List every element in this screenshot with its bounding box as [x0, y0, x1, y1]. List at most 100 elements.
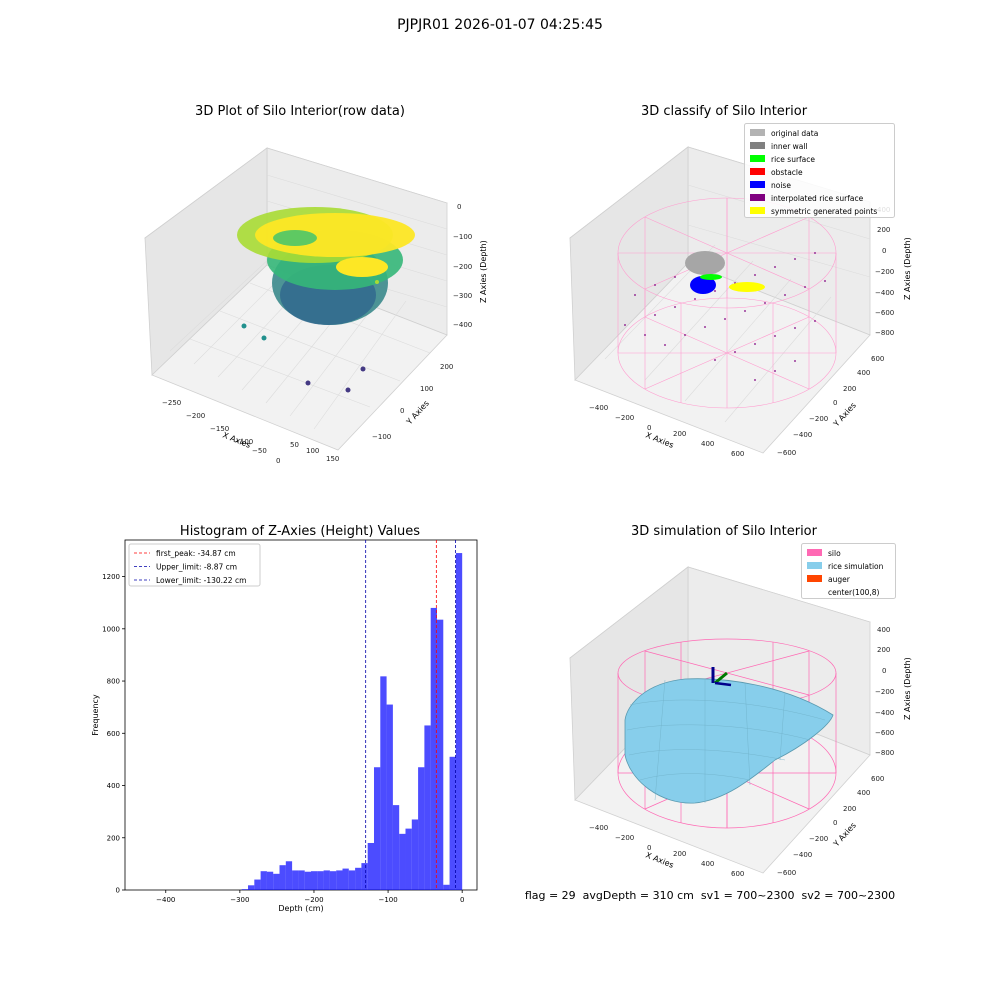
- histogram-bar: [348, 870, 356, 890]
- histogram-x-tick-label: −300: [230, 896, 249, 904]
- simulation-legend-label: silo: [828, 549, 841, 558]
- classify-x-tick: 200: [673, 430, 686, 438]
- simulation-x-tick-labels: −400 −200 0 200 400 600: [589, 824, 744, 878]
- histogram-bar: [285, 861, 293, 890]
- histogram-bar: [449, 756, 456, 890]
- histogram-bar: [342, 868, 349, 890]
- histogram-bar: [317, 871, 324, 890]
- simulation-x-tick: 200: [673, 850, 686, 858]
- simulation-legend-label: auger: [828, 575, 851, 584]
- histogram-legend: first_peak: -34.87 cm Upper_limit: -8.87 …: [128, 543, 261, 587]
- raw-3d-plot: −250 −200 −150 −100 −50 0 50 100 150 X A…: [144, 147, 488, 465]
- simulation-legend-label: center(100,8): [828, 588, 880, 597]
- simulation-rice-surface: [624, 678, 834, 804]
- classify-y-tick: 200: [843, 385, 856, 393]
- classify-legend-swatch: [750, 129, 765, 136]
- simulation-z-tick: 200: [877, 646, 890, 654]
- classify-z-tick: 200: [877, 226, 890, 234]
- raw-y-label: Y Axies: [404, 399, 431, 427]
- simulation-legend-swatch: [807, 575, 822, 582]
- classify-legend-swatch: [750, 207, 765, 214]
- raw-z-tick: 0: [457, 203, 461, 211]
- classify-legend-label: rice surface: [771, 155, 815, 164]
- histogram-bar: [436, 619, 444, 890]
- classify-y-tick: 0: [833, 399, 837, 407]
- histogram-bar: [367, 842, 374, 890]
- histogram-bar: [424, 725, 431, 890]
- classify-x-tick: 0: [647, 424, 651, 432]
- figure-suptitle: PJPJR01 2026-01-07 04:25:45: [397, 17, 603, 33]
- raw-y-tick: 0: [400, 407, 404, 415]
- raw-plot-title: 3D Plot of Silo Interior(row data): [195, 104, 405, 119]
- simulation-legend-swatch: [807, 549, 822, 556]
- raw-y-tick: −100: [372, 433, 391, 441]
- histogram-bar: [323, 870, 330, 890]
- classify-silo-wireframe: [617, 197, 837, 409]
- histogram-bar: [399, 833, 406, 890]
- classify-rice-surface-points: [700, 274, 722, 280]
- raw-x-tick: 150: [326, 455, 339, 463]
- histogram-bar: [254, 879, 261, 890]
- classify-y-tick: 600: [871, 355, 884, 363]
- histogram-y-tick-label: 1000: [102, 625, 120, 633]
- simulation-z-tick: 400: [877, 626, 890, 634]
- simulation-x-tick: −200: [615, 834, 634, 842]
- simulation-y-tick-labels: −600 −400 −200 0 200 400 600: [777, 775, 884, 877]
- simulation-y-tick: −600: [777, 869, 796, 877]
- histogram-x-tick-label: −100: [378, 896, 397, 904]
- histogram-bar: [386, 704, 393, 890]
- histogram-y-tick-label: 200: [107, 834, 120, 842]
- simulation-z-tick: −200: [875, 688, 894, 696]
- histogram-y-tick-label: 400: [107, 782, 120, 790]
- histogram-legend-label: Lower_limit: -130.22 cm: [156, 576, 246, 585]
- raw-z-tick-labels: 0 −100 −200 −300 −400: [453, 203, 472, 329]
- classify-legend-label: inner wall: [771, 142, 808, 151]
- classify-y-tick: 400: [857, 369, 870, 377]
- simulation-legend-swatch: [807, 562, 822, 569]
- classify-z-tick: −800: [875, 329, 894, 337]
- histogram-bar: [329, 871, 337, 890]
- simulation-z-tick: −600: [875, 729, 894, 737]
- classify-y-tick-labels: −600 −400 −200 0 200 400 600: [777, 355, 884, 457]
- classify-legend-label: interpolated rice surface: [771, 194, 864, 203]
- status-line: flag = 29 avgDepth = 310 cm sv1 = 700~23…: [524, 889, 896, 902]
- raw-y-tick: 100: [420, 385, 433, 393]
- histogram-bar: [455, 553, 463, 890]
- raw-x-tick: −150: [210, 425, 229, 433]
- classify-x-tick: 400: [701, 440, 714, 448]
- classify-y-tick: −200: [809, 415, 828, 423]
- simulation-x-tick: 600: [731, 870, 744, 878]
- raw-z-tick: −400: [453, 321, 472, 329]
- classify-x-label: X Axies: [644, 431, 675, 450]
- histogram-y-tick-label: 0: [116, 887, 120, 895]
- classify-y-tick: −400: [793, 431, 812, 439]
- histogram-chart: −400 −300 −200 −100 0 020040060080010001200 …: [91, 539, 478, 913]
- histogram-bar: [241, 889, 249, 890]
- simulation-y-tick: 600: [871, 775, 884, 783]
- classify-legend-swatch: [750, 168, 765, 175]
- classify-legend-label: original data: [771, 129, 818, 138]
- classify-noise-points: [690, 276, 716, 294]
- histogram-bar: [411, 819, 419, 890]
- histogram-bar: [292, 870, 299, 890]
- raw-y-tick-labels: −100 0 100 200: [372, 363, 453, 441]
- classify-inner-wall-points: [685, 251, 725, 275]
- raw-x-tick: −100: [234, 438, 253, 446]
- classify-plot-title: 3D classify of Silo Interior: [640, 104, 808, 119]
- raw-z-tick: −300: [453, 292, 472, 300]
- simulation-x-tick: 0: [647, 844, 651, 852]
- histogram-x-ticks: −400 −300 −200 −100 0: [156, 890, 464, 904]
- simulation-3d-plot: −400 −200 0 200 400 600 X Axies −600 −40…: [569, 566, 912, 878]
- simulation-x-tick: 400: [701, 860, 714, 868]
- classify-z-tick: −200: [875, 268, 894, 276]
- raw-y-tick: 200: [440, 363, 453, 371]
- simulation-y-tick: 400: [857, 789, 870, 797]
- simulation-plot-title: 3D simulation of Silo Interior: [631, 524, 817, 539]
- simulation-z-tick: −400: [875, 709, 894, 717]
- raw-z-label: Z Axies (Depth): [479, 240, 488, 303]
- simulation-surface-mesh: [626, 679, 826, 803]
- histogram-y-tick-label: 1200: [102, 573, 120, 581]
- histogram-bar: [266, 871, 274, 890]
- raw-point-cloud: [237, 207, 415, 393]
- classify-x-tick-labels: −400 −200 0 200 400 600: [589, 404, 744, 458]
